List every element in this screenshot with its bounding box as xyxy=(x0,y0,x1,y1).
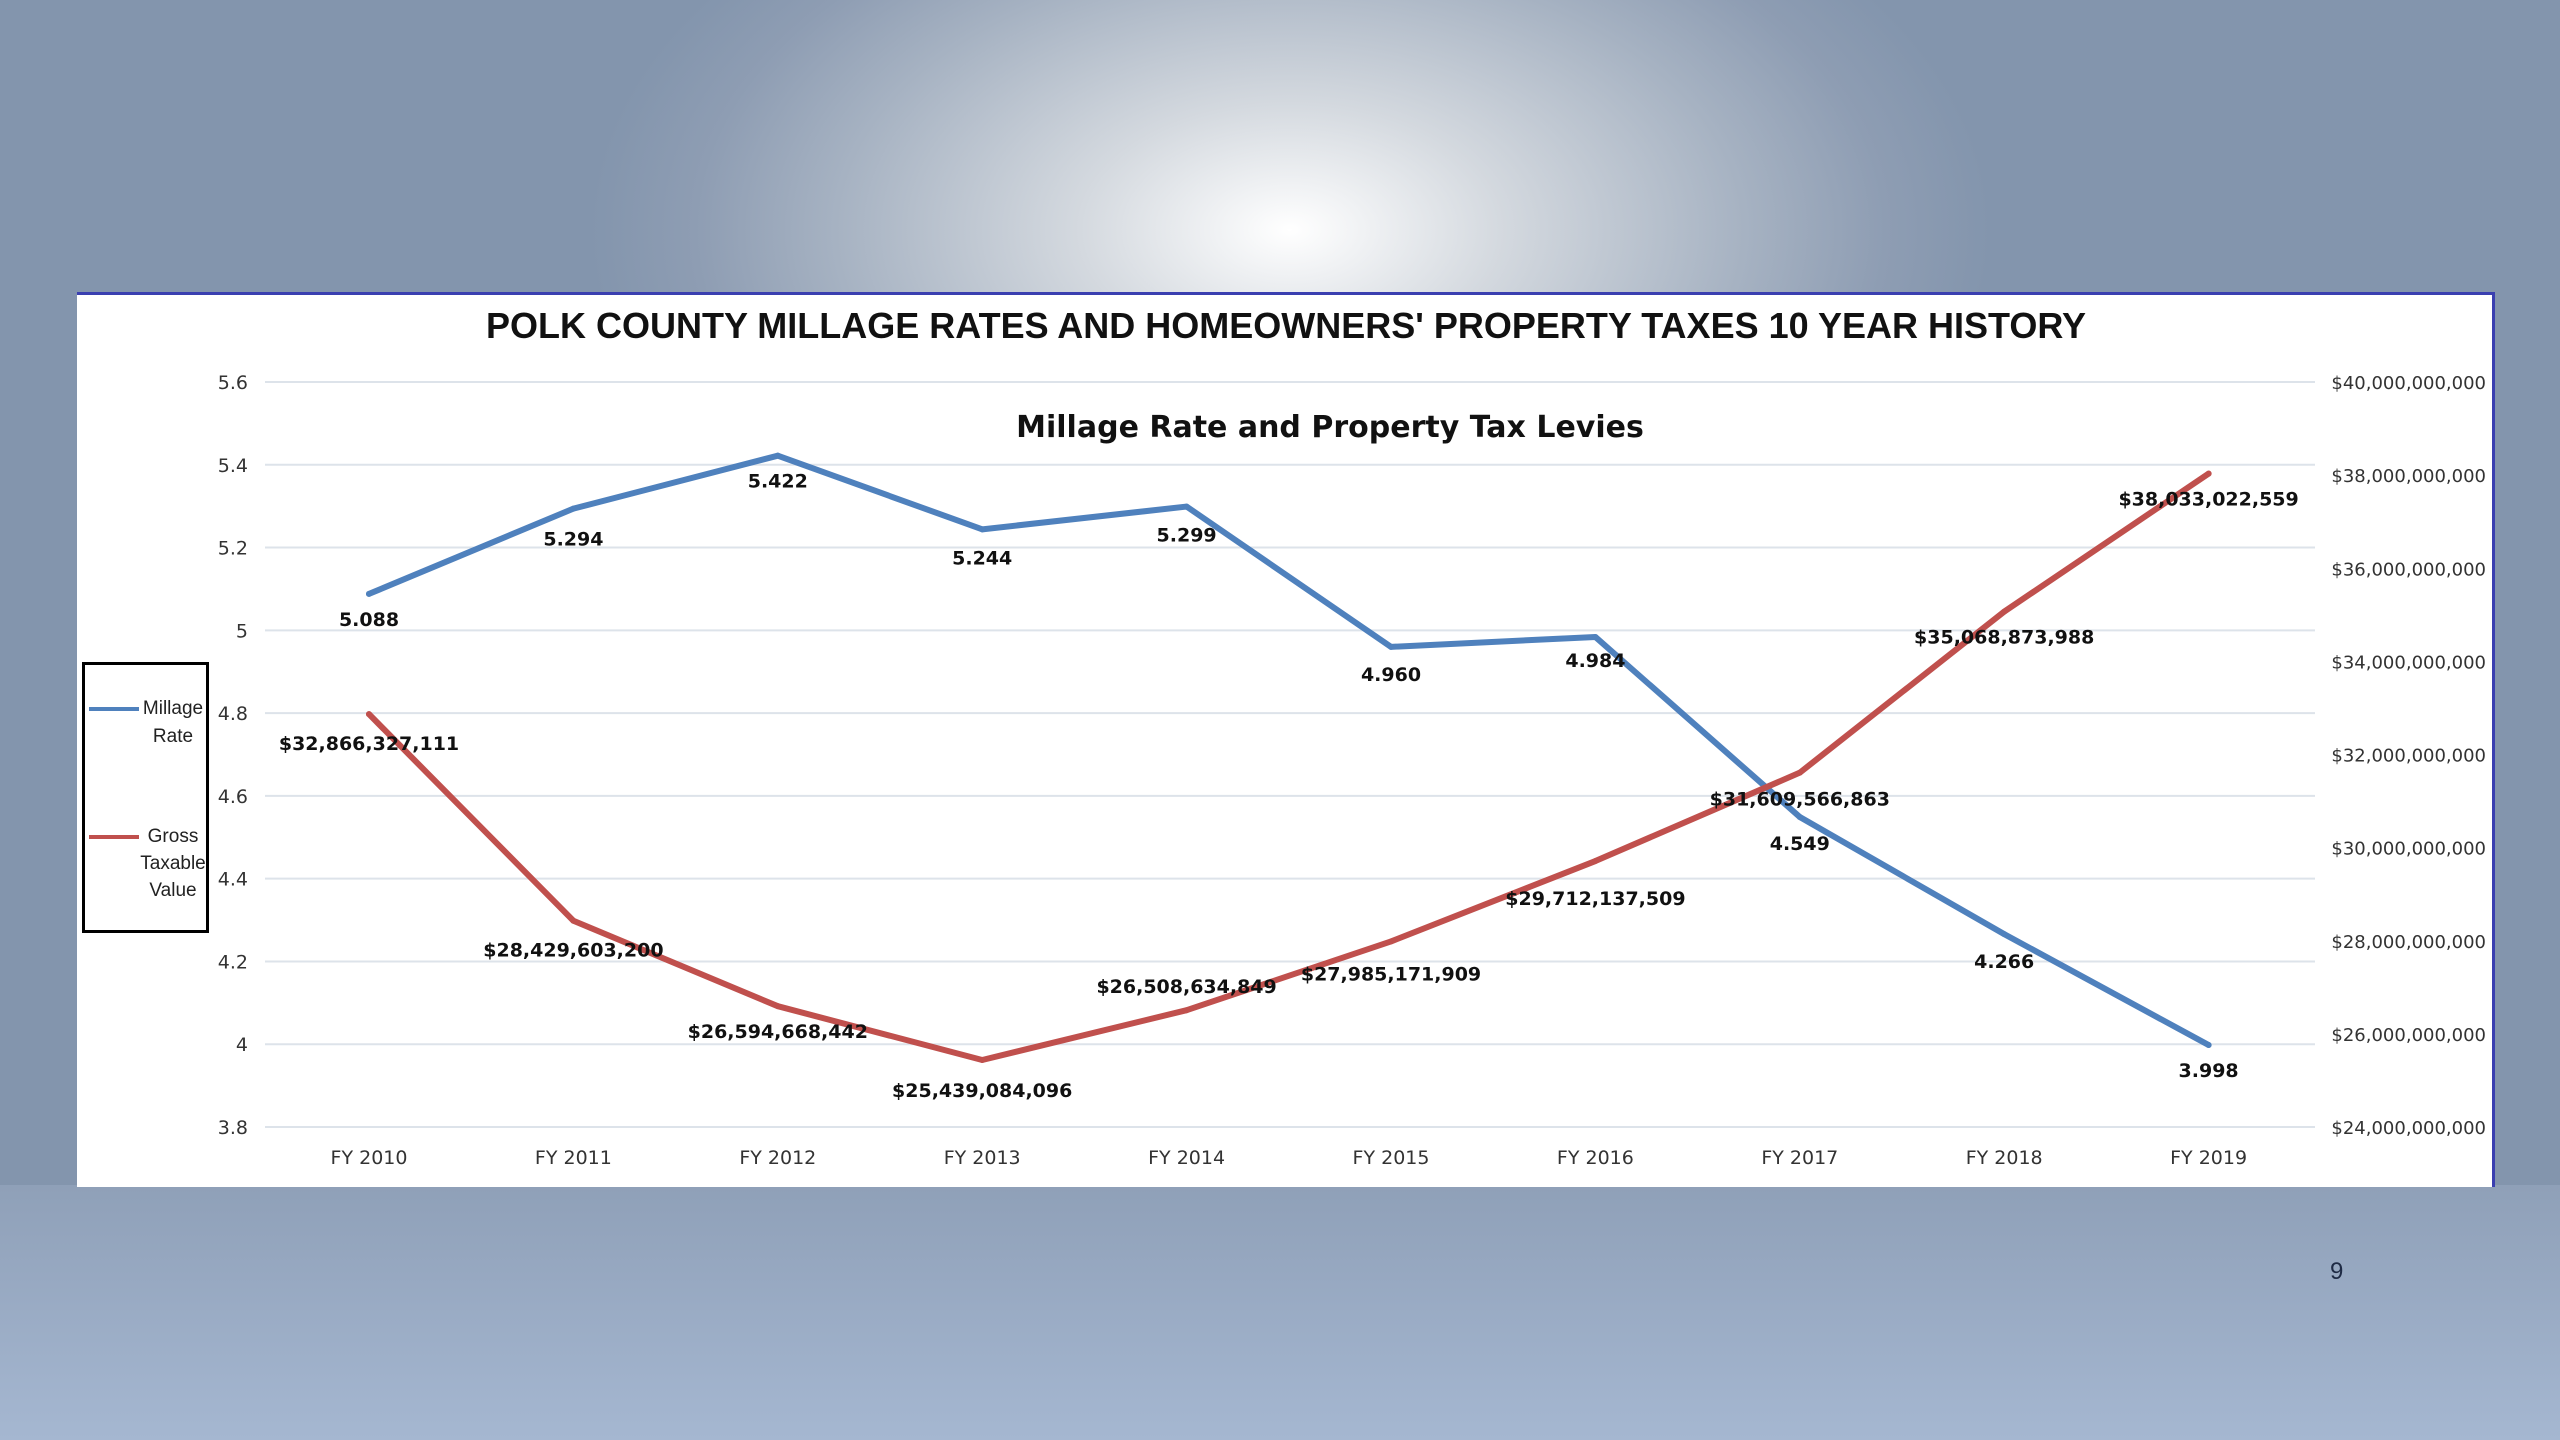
millage-rate-data-label: 4.960 xyxy=(1361,664,1421,686)
y-right-tick-label: $28,000,000,000 xyxy=(2331,932,2486,953)
x-tick-label: FY 2019 xyxy=(2170,1147,2247,1169)
gross-taxable-value-data-label: $29,712,137,509 xyxy=(1505,888,1685,910)
gross-taxable-value-point xyxy=(2205,470,2212,477)
y-left-tick-label: 4.4 xyxy=(218,869,248,891)
gross-taxable-value-data-label: $25,439,084,096 xyxy=(892,1080,1072,1102)
legend-label-millage-line2: Rate xyxy=(152,726,194,747)
y-left-tick-label: 4 xyxy=(236,1034,248,1056)
x-tick-label: FY 2018 xyxy=(1966,1147,2043,1169)
gridlines xyxy=(265,381,2315,1128)
y-left-tick-label: 5 xyxy=(236,620,248,642)
legend-label-millage-line1: Millage xyxy=(142,698,204,719)
millage-rate-data-label: 5.244 xyxy=(952,547,1012,569)
legend-label-gross-line2: Taxable xyxy=(140,853,206,874)
y-left-tick-label: 3.8 xyxy=(218,1117,248,1139)
millage-rate-point xyxy=(2205,1042,2212,1049)
gross-taxable-value-point xyxy=(366,711,372,718)
chart-panel: POLK COUNTY MILLAGE RATES AND HOMEOWNERS… xyxy=(77,292,2495,1187)
y-left-tick-label: 5.4 xyxy=(218,455,248,477)
gross-taxable-value-point xyxy=(979,1056,986,1063)
x-tick-label: FY 2015 xyxy=(1353,1147,1430,1169)
gross-taxable-value-data-label: $26,594,668,442 xyxy=(688,1021,868,1043)
y-left-tick-label: 5.2 xyxy=(218,538,248,560)
gross-taxable-value-data-label: $35,068,873,988 xyxy=(1914,627,2094,649)
legend: Millage Rate Gross Taxable Value xyxy=(82,662,209,933)
chart-title: Millage Rate and Property Tax Levies xyxy=(1016,410,1644,445)
millage-rate-data-label: 5.294 xyxy=(543,529,603,551)
y-right-tick-label: $24,000,000,000 xyxy=(2331,1118,2486,1139)
page-number: 9 xyxy=(2330,1258,2344,1285)
series xyxy=(366,452,2212,1063)
y-right-tick-label: $26,000,000,000 xyxy=(2331,1025,2486,1046)
gross-taxable-value-data-label: $26,508,634,849 xyxy=(1096,976,1276,998)
y-left-tick-label: 4.6 xyxy=(218,786,248,808)
legend-label-gross-line3: Value xyxy=(149,880,197,901)
x-tick-label: FY 2016 xyxy=(1557,1147,1634,1169)
y-right-tick-label: $32,000,000,000 xyxy=(2331,746,2486,767)
y-left-tick-label: 4.2 xyxy=(218,951,248,973)
millage-rate-data-label: 4.266 xyxy=(1974,951,2034,973)
slide-background-lower xyxy=(0,1185,2560,1440)
millage-rate-point xyxy=(979,526,986,533)
millage-rate-data-label: 5.088 xyxy=(339,609,399,631)
gross-taxable-value-point xyxy=(774,1003,781,1010)
y-right-tick-label: $36,000,000,000 xyxy=(2331,559,2486,580)
gross-taxable-value-data-label: $32,866,327,111 xyxy=(279,733,459,755)
gross-taxable-value-data-label: $28,429,603,200 xyxy=(483,940,663,962)
legend-swatch-gross-taxable-value xyxy=(89,835,139,839)
millage-rate-point xyxy=(1183,503,1190,510)
millage-rate-data-label: 5.299 xyxy=(1157,525,1217,547)
millage-rate-data-label: 4.984 xyxy=(1565,650,1625,672)
x-tick-label: FY 2017 xyxy=(1761,1147,1838,1169)
series-line-millage-rate xyxy=(366,452,2212,1049)
legend-swatch-millage-rate xyxy=(89,707,139,711)
data-labels: 5.088 5.294 5.422 5.244 5.299 4.960 4.984 4.549… xyxy=(279,471,2299,1102)
y-right-tick-label: $34,000,000,000 xyxy=(2331,652,2486,673)
y-left-tick-label: 5.6 xyxy=(218,372,248,394)
gross-taxable-value-point xyxy=(1183,1007,1190,1014)
gross-taxable-value-point xyxy=(1592,858,1599,865)
gross-taxable-value-data-label: $38,033,022,559 xyxy=(2118,489,2298,511)
millage-rate-data-label: 3.998 xyxy=(2179,1060,2239,1082)
y-right-tick-label: $38,000,000,000 xyxy=(2331,466,2486,487)
gross-taxable-value-point xyxy=(1388,938,1394,945)
gross-taxable-value-point xyxy=(570,917,577,924)
x-tick-label: FY 2011 xyxy=(535,1147,612,1169)
gross-taxable-value-point xyxy=(1796,769,1803,776)
legend-label-gross-line1: Gross xyxy=(147,826,199,847)
panel-title: POLK COUNTY MILLAGE RATES AND HOMEOWNERS… xyxy=(485,305,2087,346)
millage-rate-point xyxy=(774,452,781,459)
x-tick-label: FY 2013 xyxy=(944,1147,1021,1169)
millage-rate-point xyxy=(2001,931,2008,938)
x-tick-label: FY 2014 xyxy=(1148,1147,1225,1169)
millage-rate-point xyxy=(1388,643,1394,650)
gross-taxable-value-data-label: $31,609,566,863 xyxy=(1710,789,1890,811)
x-tick-label: FY 2010 xyxy=(331,1147,408,1169)
y-left-tick-label: 4.8 xyxy=(218,703,248,725)
y-right-tick-label: $40,000,000,000 xyxy=(2331,373,2486,394)
gross-taxable-value-data-label: $27,985,171,909 xyxy=(1301,963,1481,985)
y-right-tick-label: $30,000,000,000 xyxy=(2331,839,2486,860)
millage-rate-point xyxy=(366,590,372,597)
gross-taxable-value-point xyxy=(2001,608,2008,615)
millage-rate-data-label: 4.549 xyxy=(1770,833,1830,855)
millage-rate-point xyxy=(1796,813,1803,820)
millage-rate-point xyxy=(570,505,577,512)
millage-rate-data-label: 5.422 xyxy=(748,471,808,493)
series-line-gross-taxable-value xyxy=(366,470,2212,1063)
axes: 3.8 4 4.2 4.4 4.6 4.8 5 5.2 5.4 5.6 $24,000,000,00… xyxy=(218,372,2486,1169)
millage-rate-point xyxy=(1592,633,1599,640)
x-tick-label: FY 2012 xyxy=(739,1147,816,1169)
